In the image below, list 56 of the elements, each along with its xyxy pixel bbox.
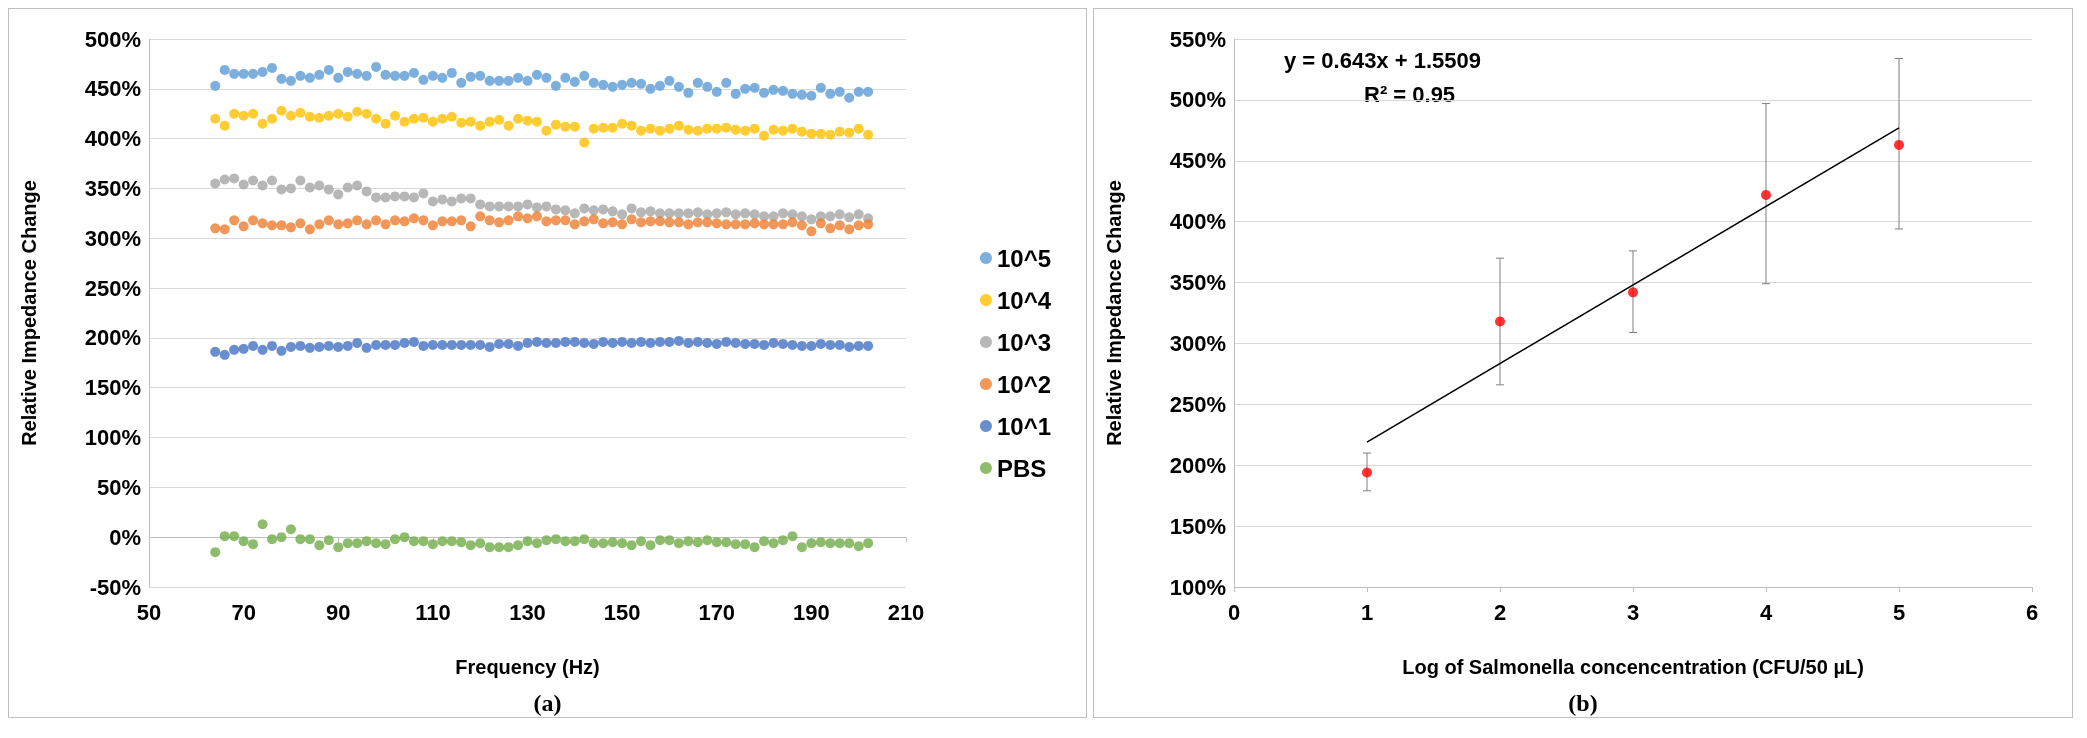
x-tick-label: 70 [231,599,256,625]
y-tick-label: -50% [89,574,141,600]
y-tick-label: 450% [1169,148,1226,174]
x-tick-label: 150 [603,599,641,625]
x-tick-label: 110 [415,599,451,625]
x-tick-label: 210 [887,599,925,625]
legend-label: 10^2 [996,370,1051,398]
y-tick-label: 250% [1169,391,1226,417]
point [1761,189,1771,200]
legend-label: PBS [996,454,1047,482]
legend-label: 10^3 [996,328,1051,356]
point [1628,287,1638,298]
y-tick-label: 200% [1169,452,1226,478]
y-tick-label: 100% [1169,574,1226,600]
x-axis-title: Log of Salmonella concencentration (CFU/50 µL) [1402,656,1864,678]
y-tick-label: 150% [84,375,141,401]
x-tick-label: 2 [1493,599,1507,625]
y-tick-label: 50% [96,474,141,500]
y-tick-label: 350% [1169,270,1226,296]
legend-label: 10^5 [996,244,1051,272]
y-tick-label: 150% [1169,513,1226,539]
y-tick-label: 500% [84,26,141,52]
y-tick-label: 400% [1169,209,1226,235]
point [1362,467,1372,478]
x-tick-label: 4 [1759,599,1773,625]
y-tick-label: 500% [1169,87,1226,113]
y-tick-label: 350% [84,175,141,201]
x-tick-label: 0 [1227,599,1241,625]
x-tick-label: 5 [1892,599,1906,625]
x-tick-label: 3 [1626,599,1640,625]
x-tick-label: 1 [1360,599,1374,625]
y-tick-label: 550% [1169,26,1226,52]
y-tick-label: 300% [84,225,141,251]
annotation: y = 0.643x + 1.5509 [1284,47,1481,73]
y-axis-title: Relative Impedance Change [18,180,40,446]
legend-label: 10^4 [996,286,1052,314]
y-tick-label: 100% [84,425,141,451]
text: (a) [533,690,562,716]
y-tick-label: 200% [84,325,141,351]
y-tick-label: 400% [84,126,141,152]
y-tick-label: 450% [84,76,141,102]
legend-label: 10^1 [996,412,1051,440]
point [1495,316,1505,327]
point [1894,139,1904,150]
x-tick-label: 130 [509,599,546,625]
y-tick-label: 0% [109,524,141,550]
x-tick-label: 50 [136,599,162,625]
x-tick-label: 190 [793,599,830,625]
x-tick-label: 6 [2025,599,2039,625]
text: (b) [1568,690,1598,716]
x-tick-label: 170 [698,599,736,625]
y-tick-label: 300% [1169,330,1226,356]
y-axis-title: Relative Impedance Change [1103,180,1125,446]
x-tick-label: 90 [326,599,351,625]
x-axis-title: Frequency (Hz) [455,656,600,678]
y-tick-label: 250% [84,275,141,301]
